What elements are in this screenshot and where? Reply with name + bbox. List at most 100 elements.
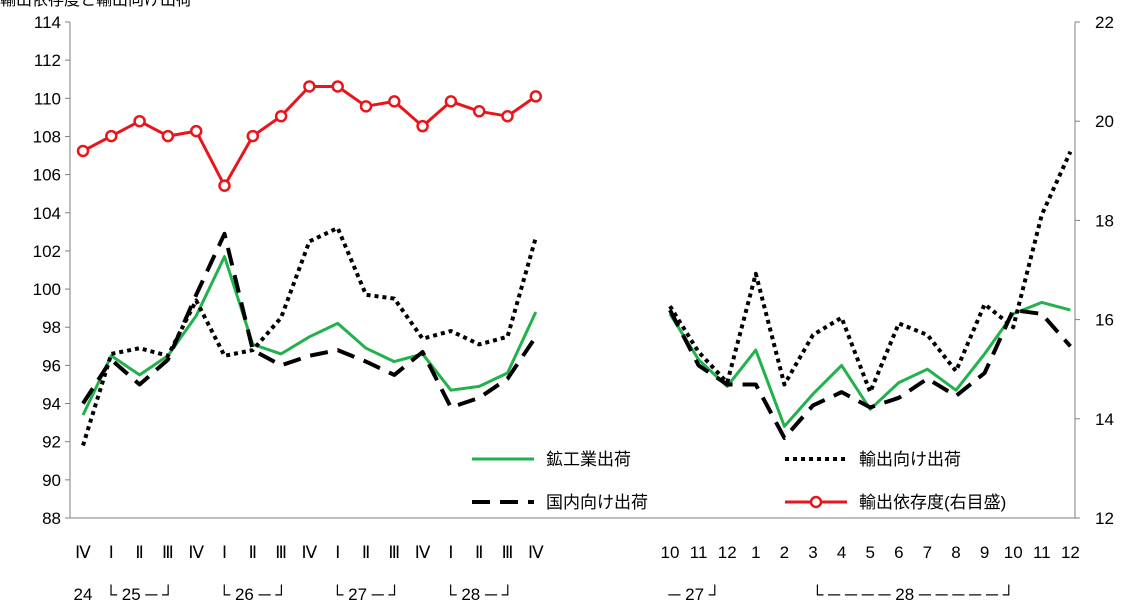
x-tick-label: Ⅱ <box>135 543 143 562</box>
series-line-quarterly <box>81 255 538 416</box>
legend-marker <box>809 495 823 509</box>
year-label: 24 <box>74 585 93 604</box>
year-label: └ 27 ─ ┘ <box>331 584 400 604</box>
left-tick-label: 112 <box>34 51 61 70</box>
left-tick-label: 98 <box>42 318 61 337</box>
series-line-monthly <box>668 150 1073 395</box>
x-tick-label: Ⅰ <box>109 543 114 562</box>
x-tick-label: 4 <box>837 543 846 562</box>
legend-label: 輸出向け出荷 <box>859 450 961 469</box>
series-1 <box>81 150 1073 447</box>
series-line-quarterly <box>81 231 538 410</box>
x-tick-label: Ⅲ <box>502 543 514 562</box>
x-tick-label: 9 <box>980 543 989 562</box>
x-tick-label: 3 <box>808 543 817 562</box>
data-point-marker <box>501 109 514 123</box>
series-2 <box>81 231 1072 440</box>
data-point-marker <box>105 129 118 143</box>
right-tick-label: 22 <box>1095 13 1114 32</box>
data-point-marker <box>331 80 344 93</box>
x-tick-label: 12 <box>718 543 737 562</box>
year-label: └ 25 ─ ┘ <box>105 584 174 604</box>
right-tick-label: 20 <box>1095 112 1114 131</box>
left-tick-label: 106 <box>33 166 61 185</box>
left-tick-label: 94 <box>42 395 61 414</box>
legend-item-0: 鉱工業出荷 <box>472 450 631 469</box>
x-axis-labels: Ⅳ Ⅰ Ⅱ Ⅲ Ⅳ Ⅰ Ⅱ Ⅲ Ⅳ Ⅰ Ⅱ Ⅲ Ⅳ Ⅰ Ⅱ Ⅲ Ⅳ 10 11 12 1 2 3 4 5 6 7 8 9 10 11 1224… <box>74 543 1080 604</box>
left-tick-label: 110 <box>34 89 61 108</box>
x-tick-label: Ⅱ <box>362 543 370 562</box>
series-0 <box>81 255 1071 428</box>
left-tick-label: 96 <box>42 356 61 375</box>
x-tick-label: 11 <box>690 543 708 562</box>
data-point-marker <box>388 95 401 108</box>
data-point-marker <box>472 105 486 118</box>
series-3 <box>76 80 543 192</box>
x-tick-label: 8 <box>951 543 960 562</box>
x-tick-label: Ⅳ <box>302 543 318 562</box>
legend-label: 国内向け出荷 <box>546 493 648 512</box>
x-tick-label: 7 <box>923 543 932 562</box>
x-tick-label: 6 <box>894 543 903 562</box>
x-tick-label: Ⅳ <box>415 543 431 562</box>
left-tick-label: 100 <box>33 280 61 299</box>
x-tick-label: Ⅰ <box>335 543 340 562</box>
x-tick-label: Ⅲ <box>162 543 174 562</box>
legend-label: 輸出依存度(右目盛) <box>859 493 1006 512</box>
left-tick-label: 88 <box>42 509 61 528</box>
year-label: └ 26 ─ ┘ <box>218 584 287 604</box>
x-tick-label: Ⅲ <box>388 543 400 562</box>
data-point-marker <box>161 129 175 143</box>
data-point-marker <box>444 95 458 108</box>
series-layer <box>76 80 1073 447</box>
data-point-marker <box>529 90 543 103</box>
x-tick-label: 1 <box>751 543 760 562</box>
legend-item-3: 輸出依存度(右目盛) <box>785 493 1006 512</box>
data-point-marker <box>303 80 316 93</box>
right-tick-label: 12 <box>1095 509 1114 528</box>
series-line-quarterly <box>82 85 537 188</box>
legend-item-1: 輸出向け出荷 <box>785 450 961 469</box>
x-tick-label: Ⅱ <box>249 543 257 562</box>
x-tick-label: Ⅳ <box>528 543 544 562</box>
x-tick-label: 12 <box>1061 543 1080 562</box>
x-tick-label: 5 <box>865 543 874 562</box>
series-line-quarterly <box>81 226 538 447</box>
data-point-marker <box>246 129 260 143</box>
data-point-marker <box>133 114 146 128</box>
x-tick-label: Ⅳ <box>188 543 204 562</box>
x-tick-label: 10 <box>1004 543 1023 562</box>
right-tick-label: 14 <box>1095 410 1114 429</box>
x-tick-label: Ⅳ <box>75 543 91 562</box>
legend-label: 鉱工業出荷 <box>546 450 631 469</box>
left-tick-label: 108 <box>33 127 61 146</box>
chart-title: 輸出依存度と輸出向け出荷 <box>0 0 192 9</box>
right-tick-label: 18 <box>1095 211 1114 230</box>
x-tick-label: Ⅰ <box>448 543 453 562</box>
left-tick-label: 90 <box>42 471 61 490</box>
data-point-marker <box>274 109 288 123</box>
left-tick-label: 92 <box>42 433 61 452</box>
axes: 88 90 92 94 96 98 100 102 104 106 108 110 112 114 12 14… <box>33 13 1114 528</box>
data-point-marker <box>76 144 90 158</box>
year-label: └ 28 ─ ┘ <box>445 584 514 604</box>
left-tick-label: 102 <box>33 242 61 261</box>
x-tick-label: Ⅰ <box>222 543 227 562</box>
data-point-marker <box>189 124 203 138</box>
legend-item-2: 国内向け出荷 <box>472 493 648 512</box>
data-point-marker <box>218 179 231 192</box>
series-line-monthly <box>668 308 1072 440</box>
data-point-marker <box>359 100 373 113</box>
x-tick-label: 11 <box>1033 543 1051 562</box>
x-tick-label: Ⅱ <box>475 543 483 562</box>
left-tick-label: 104 <box>33 204 61 223</box>
x-tick-label: 10 <box>661 543 680 562</box>
x-tick-label: 2 <box>780 543 789 562</box>
year-label: └ ─ ─ ─ ─ 28 ─ ─ ─ ─ ─ ┘ <box>811 584 1014 604</box>
right-tick-label: 16 <box>1095 311 1114 330</box>
year-label: ─ 27 ┘ <box>667 584 720 604</box>
x-tick-label: Ⅲ <box>275 543 287 562</box>
